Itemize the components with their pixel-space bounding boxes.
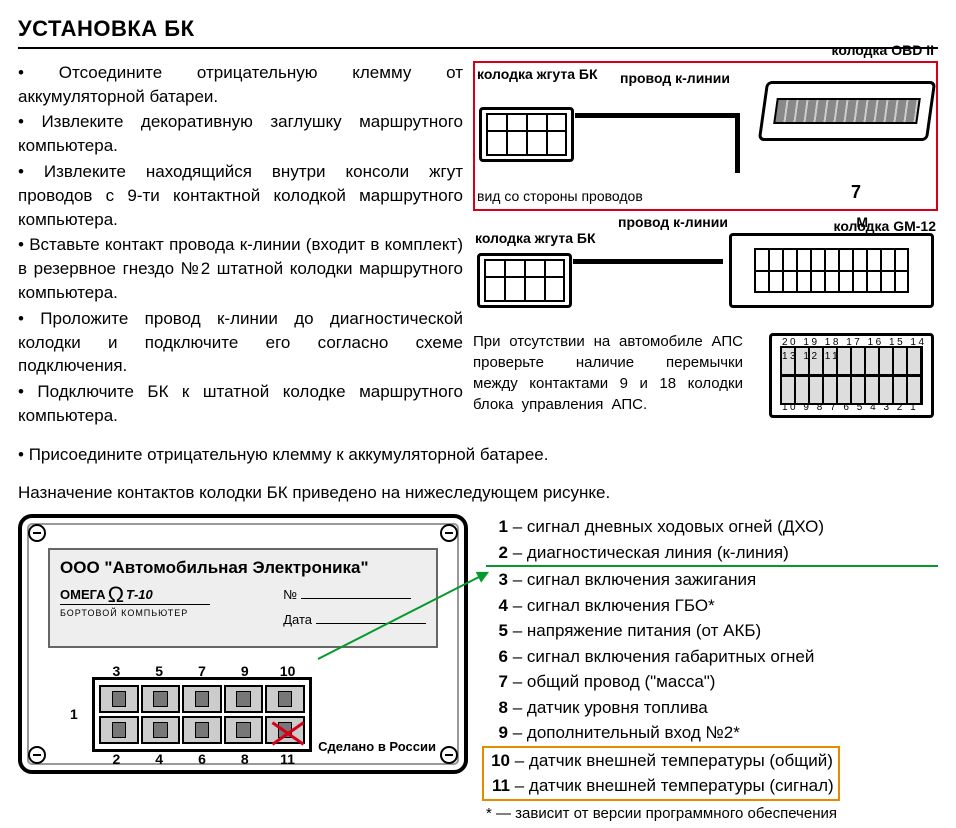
device-column: ООО "Автомобильная Электроника" ОМЕГА Ω … xyxy=(18,514,468,774)
pin-1-label: 1 xyxy=(70,705,78,725)
label-kline-2: провод к-линии xyxy=(618,213,728,233)
device-label-plate: ООО "Автомобильная Электроника" ОМЕГА Ω … xyxy=(48,548,438,648)
made-in-label: Сделано в России xyxy=(318,738,436,756)
pin-desc-9: дополнительный вход №2* xyxy=(527,723,740,742)
footnote: * — зависит от версии программного обесп… xyxy=(486,803,938,826)
screw-icon xyxy=(440,746,458,764)
bottom-section: ООО "Автомобильная Электроника" ОМЕГА Ω … xyxy=(18,514,938,825)
assignment-intro: Назначение контактов колодки БК приведен… xyxy=(18,481,938,505)
instruction-4: Вставьте контакт провода к-линии (входит… xyxy=(18,233,463,304)
field-no-label: № xyxy=(283,587,297,602)
device-brand: ОМЕГА xyxy=(60,586,106,604)
device-fields: № Дата xyxy=(283,586,426,634)
kline-wire xyxy=(575,113,740,118)
instruction-1: Отсоедините отрицательную клемму от акку… xyxy=(18,61,463,109)
top-pin-numbers: 357910 xyxy=(95,662,309,682)
label-bk-connector-2: колодка жгута БК xyxy=(475,229,596,249)
gm12-diagram: колодка жгута БК провод к-линии M колодк… xyxy=(473,217,938,317)
device-illustration: ООО "Автомобильная Электроника" ОМЕГА Ω … xyxy=(18,514,468,774)
aps-bot-pins: 10 9 8 7 6 5 4 3 2 1 xyxy=(782,401,918,415)
label-obd: колодка OBD II xyxy=(832,41,934,61)
screw-icon xyxy=(28,746,46,764)
screw-icon xyxy=(28,524,46,542)
connector-aps-icon: 20 19 18 17 16 15 14 13 12 11 10 9 8 7 6… xyxy=(769,333,934,418)
obd-diagram: колодка жгута БК провод к-линии колодка … xyxy=(473,61,938,211)
label-view: вид со стороны проводов xyxy=(477,187,643,207)
pin-blocked-icon xyxy=(269,717,307,747)
instruction-2: Извлеките декоративную заглушку маршрутн… xyxy=(18,110,463,158)
omega-icon: Ω xyxy=(108,586,124,604)
kline-wire-2 xyxy=(573,259,723,264)
connector-bk-icon-2 xyxy=(477,253,572,308)
aps-note: При отсутствии на автомобиле АПС проверь… xyxy=(473,331,743,415)
device-subtitle: БОРТОВОЙ КОМПЬЮТЕР xyxy=(60,604,210,620)
kline-wire-down xyxy=(735,113,740,173)
top-section: Отсоедините отрицательную клемму от акку… xyxy=(18,61,938,437)
device-model: Т-10 xyxy=(126,586,153,604)
pin-desc-10: датчик внешней температуры (общий) xyxy=(529,751,833,770)
pin-desc-5: напряжение питания (от АКБ) xyxy=(527,621,761,640)
label-kline: провод к-линии xyxy=(620,69,730,89)
page-title: УСТАНОВКА БК xyxy=(18,14,938,49)
aps-top-pins: 20 19 18 17 16 15 14 13 12 11 xyxy=(782,336,931,364)
connector-obd-icon xyxy=(758,81,936,141)
pin-desc-3: сигнал включения зажигания xyxy=(527,570,756,589)
instructions-column: Отсоедините отрицательную клемму от акку… xyxy=(18,61,463,437)
instruction-6: Подключите БК к штатной колодке маршрутн… xyxy=(18,380,463,428)
pin-desc-2: диагностическая линия (к-линия) xyxy=(527,543,789,562)
highlighted-pins-box: 10 – датчик внешней температуры (общий) … xyxy=(482,746,840,801)
pin-desc-1: сигнал дневных ходовых огней (ДХО) xyxy=(527,517,824,536)
connector-gm12-icon xyxy=(729,233,934,308)
device-connector: 357910 246811 xyxy=(92,677,312,752)
pin-desc-6: сигнал включения габаритных огней xyxy=(527,647,814,666)
field-date-label: Дата xyxy=(283,612,312,627)
diagram-column: колодка жгута БК провод к-линии колодка … xyxy=(473,61,938,437)
instruction-7: Присоедините отрицательную клемму к акку… xyxy=(18,443,938,467)
instruction-3: Извлеките находящийся внутри консоли жгу… xyxy=(18,160,463,231)
label-pin7: 7 xyxy=(851,180,861,205)
pin-desc-4: сигнал включения ГБО* xyxy=(527,596,715,615)
bottom-pin-numbers: 246811 xyxy=(95,750,309,770)
pin-assignments: 1 – сигнал дневных ходовых огней (ДХО) 2… xyxy=(486,514,938,825)
pin-desc-7: общий провод ("масса") xyxy=(527,672,716,691)
pin-desc-8: датчик уровня топлива xyxy=(527,698,708,717)
instruction-5: Проложите провод к-линии до диагностичес… xyxy=(18,307,463,378)
pin-desc-11: датчик внешней температуры (сигнал) xyxy=(529,776,834,795)
screw-icon xyxy=(440,524,458,542)
label-bk-connector: колодка жгута БК xyxy=(477,65,598,85)
device-company: ООО "Автомобильная Электроника" xyxy=(60,556,426,580)
aps-block: При отсутствии на автомобиле АПС проверь… xyxy=(473,327,938,437)
connector-bk-icon xyxy=(479,107,574,162)
